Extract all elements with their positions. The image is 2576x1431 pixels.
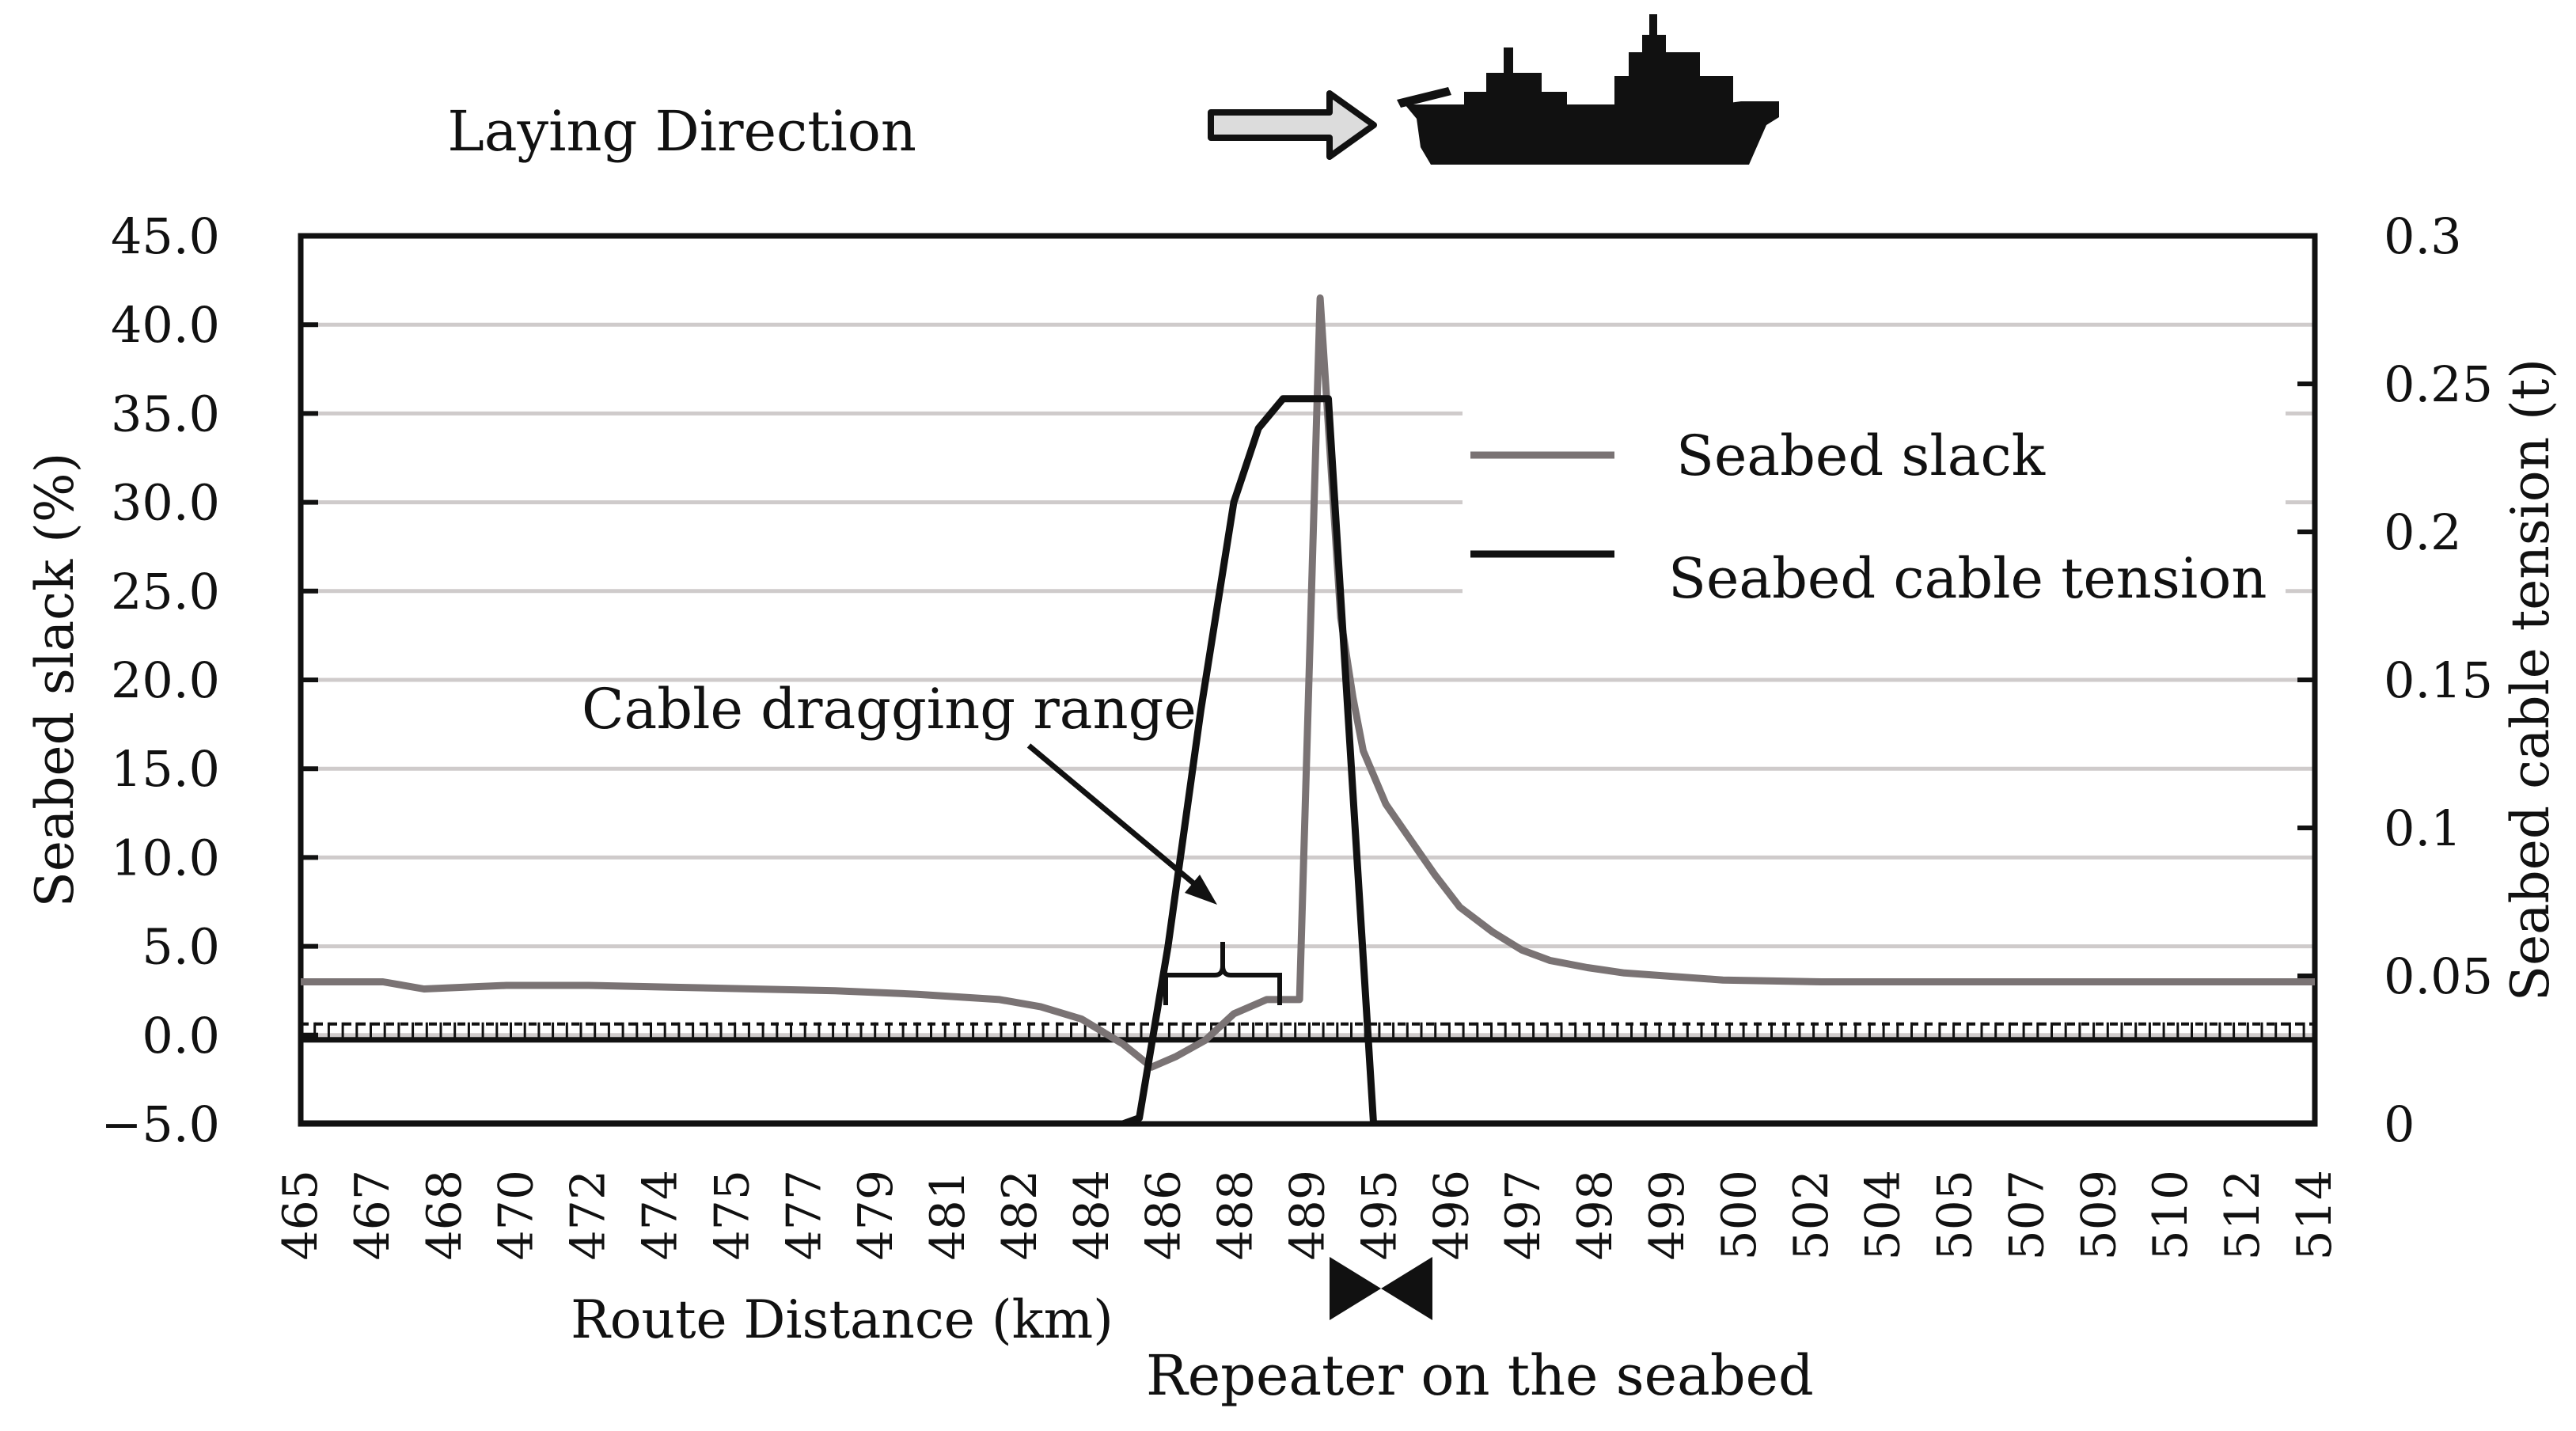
y-left-tick-label: 45.0 (111, 207, 220, 265)
x-tick-label: 477 (776, 1170, 832, 1261)
cable-dragging-bracket (1163, 942, 1282, 1005)
x-axis-ticks: 465 467 468 470 472 474 475 477 479 481 482 484 486 4… (273, 1170, 2343, 1261)
legend-label-seabed-cable-tension: Seabed cable tension (1668, 546, 2267, 611)
legend-label-seabed-slack: Seabed slack (1676, 423, 2046, 488)
y-right-tick-label: 0.15 (2384, 651, 2493, 709)
repeater-icon (1330, 1257, 1432, 1320)
x-tick-label: 468 (417, 1170, 472, 1261)
cable-ship-icon (1397, 14, 1779, 165)
x-tick-label: 509 (2071, 1170, 2126, 1261)
zero-reference-band (299, 1022, 2315, 1043)
x-tick-label: 467 (345, 1170, 400, 1261)
laying-direction-label: Laying Direction (447, 99, 916, 164)
x-tick-label: 475 (704, 1170, 760, 1261)
x-tick-label: 484 (1064, 1170, 1120, 1261)
y-left-tick-label: −5.0 (101, 1095, 220, 1153)
x-tick-label: 488 (1208, 1170, 1264, 1261)
y-left-tick-label: 30.0 (111, 474, 220, 532)
x-tick-label: 472 (561, 1170, 616, 1261)
x-tick-label: 502 (1784, 1170, 1839, 1261)
y-left-tick-label: 40.0 (111, 296, 220, 354)
x-tick-label: 479 (848, 1170, 904, 1261)
y-right-tick-label: 0.1 (2384, 799, 2462, 857)
x-tick-label: 495 (1352, 1170, 1407, 1261)
x-tick-label: 499 (1640, 1170, 1695, 1261)
y-right-tick-label: 0.3 (2384, 207, 2462, 265)
x-tick-label: 497 (1496, 1170, 1551, 1261)
annotation-repeater-on-seabed: Repeater on the seabed (1146, 1343, 1814, 1408)
x-tick-label: 481 (920, 1170, 976, 1261)
series-line-seabed-cable-tension (301, 395, 2315, 1124)
legend-background (1463, 408, 2286, 622)
y-left-tick-label: 15.0 (111, 740, 220, 798)
y-left-tick-label: 0.0 (142, 1007, 220, 1065)
y-right-tick-label: 0.2 (2384, 503, 2462, 561)
annotation-arrow-shaft (1026, 743, 1209, 897)
x-tick-label: 486 (1136, 1170, 1192, 1261)
x-tick-label: 514 (2287, 1170, 2343, 1261)
x-tick-label: 496 (1424, 1170, 1479, 1261)
x-tick-label: 489 (1280, 1170, 1336, 1261)
x-tick-label: 510 (2143, 1170, 2199, 1261)
left-axis-ticks: 45.0 40.0 35.0 30.0 25.0 20.0 15.0 10.0 5.0 0.0 −5… (101, 207, 318, 1153)
y-axis-right-title: Seabed cable tension (t) (2500, 359, 2561, 1001)
x-tick-label: 470 (489, 1170, 544, 1261)
legend: Seabed slack Seabed cable tension (1463, 408, 2286, 622)
annotation-arrow-head (1185, 875, 1217, 905)
x-tick-label: 512 (2215, 1170, 2271, 1261)
x-tick-label: 507 (1999, 1170, 2054, 1261)
y-right-tick-label: 0.05 (2384, 947, 2493, 1005)
x-tick-label: 504 (1856, 1170, 1911, 1261)
x-axis-title: Route Distance (km) (571, 1289, 1113, 1350)
x-tick-label: 505 (1928, 1170, 1983, 1261)
right-axis-ticks: 0.3 0.25 0.2 0.15 0.1 0.05 0 (2297, 207, 2493, 1153)
x-tick-label: 482 (992, 1170, 1048, 1261)
x-tick-label: 498 (1568, 1170, 1623, 1261)
x-tick-label: 500 (1712, 1170, 1767, 1261)
y-right-tick-label: 0.25 (2384, 355, 2493, 413)
y-right-tick-label: 0 (2384, 1095, 2415, 1153)
x-tick-label: 465 (273, 1170, 328, 1261)
laying-direction-arrow (1208, 90, 1377, 160)
y-left-tick-label: 20.0 (111, 651, 220, 709)
y-left-tick-label: 35.0 (111, 385, 220, 442)
y-axis-left-title: Seabed slack (%) (25, 453, 85, 908)
zero-band-ticks (299, 1022, 2305, 1040)
y-left-tick-label: 5.0 (142, 918, 220, 976)
annotation-cable-dragging-range: Cable dragging range (582, 677, 1197, 742)
x-tick-label: 474 (632, 1170, 688, 1261)
y-left-tick-label: 10.0 (111, 829, 220, 886)
y-left-tick-label: 25.0 (111, 563, 220, 621)
